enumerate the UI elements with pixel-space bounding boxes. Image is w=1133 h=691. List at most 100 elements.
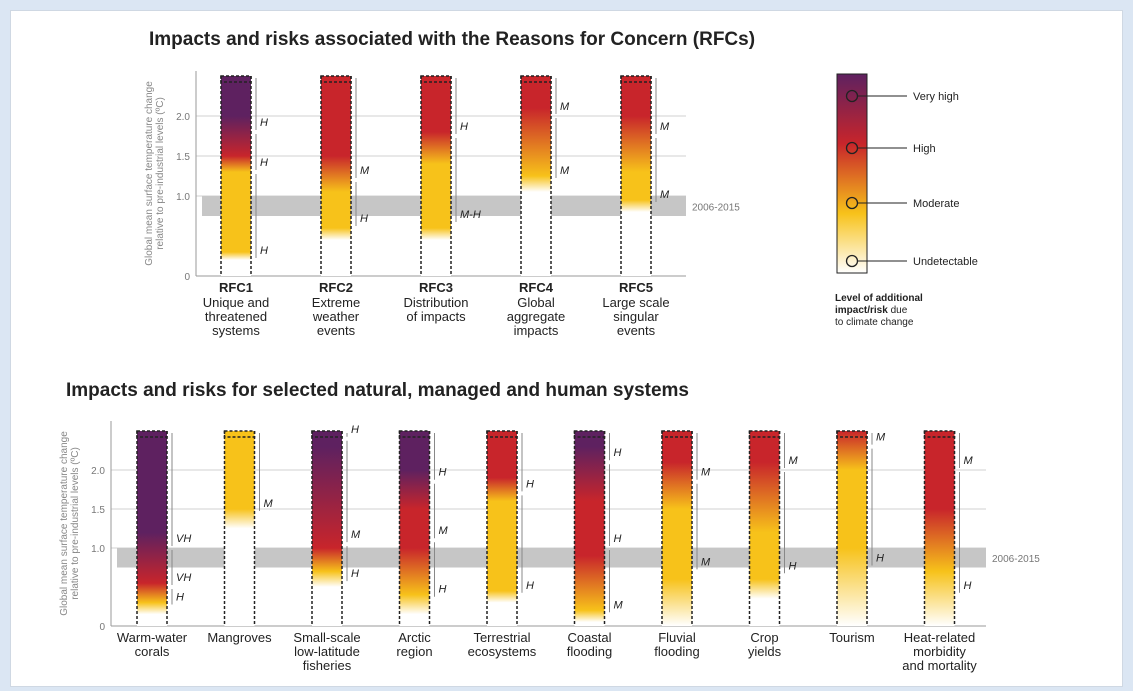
confidence-label: H bbox=[351, 424, 359, 436]
column-label: singular bbox=[613, 309, 659, 324]
y-tick-label: 2.0 bbox=[91, 466, 105, 477]
risk-bar bbox=[521, 76, 551, 276]
column-label: fisheries bbox=[303, 658, 352, 673]
column-label: events bbox=[317, 323, 356, 338]
column-label: Fluvial bbox=[658, 630, 696, 645]
band-label: 2006-2015 bbox=[992, 554, 1040, 565]
confidence-label: M-H bbox=[460, 209, 481, 221]
column-label: events bbox=[617, 323, 656, 338]
column-label: Coastal bbox=[567, 630, 611, 645]
confidence-label: H bbox=[260, 117, 268, 129]
column-id: RFC2 bbox=[319, 280, 353, 295]
confidence-label: M bbox=[264, 498, 274, 510]
confidence-label: M bbox=[560, 165, 570, 177]
column-id: RFC1 bbox=[219, 280, 253, 295]
column-label: Extreme bbox=[312, 295, 360, 310]
column-label: weather bbox=[312, 309, 360, 324]
column-label: aggregate bbox=[507, 309, 566, 324]
confidence-label: H bbox=[526, 478, 534, 490]
confidence-label: H bbox=[614, 533, 622, 545]
risk-bar bbox=[137, 431, 167, 626]
column-label: Small-scale bbox=[293, 630, 360, 645]
confidence-label: M bbox=[660, 189, 670, 201]
risk-bar bbox=[224, 431, 255, 626]
risk-bar bbox=[749, 431, 780, 626]
risk-bar bbox=[574, 431, 605, 626]
column-label: Crop bbox=[750, 630, 778, 645]
confidence-label: M bbox=[560, 101, 570, 113]
band-label: 2006-2015 bbox=[692, 202, 740, 213]
column-label: low-latitude bbox=[294, 644, 360, 659]
top-section-title: Impacts and risks associated with the Re… bbox=[149, 29, 755, 50]
risk-bar bbox=[399, 431, 430, 626]
risk-bar bbox=[487, 431, 517, 626]
figure-panel: Impacts and risks associated with the Re… bbox=[10, 10, 1123, 687]
confidence-label: H bbox=[460, 121, 468, 133]
confidence-label: H bbox=[439, 584, 447, 596]
confidence-label: M bbox=[660, 121, 670, 133]
risk-figure: Impacts and risks associated with the Re… bbox=[59, 29, 1040, 673]
confidence-label: H bbox=[964, 580, 972, 592]
legend-gradient-bar bbox=[836, 73, 868, 274]
y-axis-title: Global mean surface temperature changere… bbox=[59, 431, 81, 616]
confidence-label: H bbox=[614, 447, 622, 459]
legend-label-moderate: Moderate bbox=[913, 198, 959, 210]
risk-bar bbox=[662, 431, 692, 626]
risk-bar bbox=[621, 76, 651, 276]
column-label: morbidity bbox=[913, 644, 966, 659]
column-id: RFC3 bbox=[419, 280, 453, 295]
bottom-section-title: Impacts and risks for selected natural, … bbox=[66, 380, 689, 401]
column-label: Mangroves bbox=[207, 630, 272, 645]
legend-label-very-high: Very high bbox=[913, 91, 959, 103]
confidence-label: H bbox=[351, 568, 359, 580]
column-label: Distribution bbox=[403, 295, 468, 310]
risk-bar bbox=[312, 431, 342, 626]
confidence-label: H bbox=[360, 213, 368, 225]
risk-legend: Very high High Moderate Undetectable Level o… bbox=[835, 73, 978, 328]
column-label: ecosystems bbox=[468, 644, 537, 659]
confidence-label: H bbox=[789, 560, 797, 572]
confidence-label: M bbox=[360, 165, 370, 177]
column-label: flooding bbox=[567, 644, 613, 659]
legend-label-high: High bbox=[913, 143, 936, 155]
column-label: region bbox=[396, 644, 432, 659]
confidence-label: H bbox=[439, 467, 447, 479]
risk-bar bbox=[321, 76, 351, 276]
y-tick-label: 1.0 bbox=[176, 192, 190, 203]
confidence-label: H bbox=[526, 580, 534, 592]
rfc-chart: Global mean surface temperature changere… bbox=[144, 71, 740, 338]
column-label: of impacts bbox=[406, 309, 466, 324]
column-id: RFC4 bbox=[519, 280, 554, 295]
confidence-label: M bbox=[789, 455, 799, 467]
confidence-label: M bbox=[351, 529, 361, 541]
column-id: RFC5 bbox=[619, 280, 653, 295]
column-label: impacts bbox=[514, 323, 559, 338]
confidence-label: M bbox=[876, 432, 886, 444]
y-axis-title: Global mean surface temperature changere… bbox=[144, 81, 166, 266]
column-label: Global bbox=[517, 295, 555, 310]
risk-bar bbox=[837, 431, 867, 626]
column-label: Heat-related bbox=[904, 630, 976, 645]
confidence-label: M bbox=[701, 556, 711, 568]
confidence-label: M bbox=[614, 599, 624, 611]
column-label: Warm-water bbox=[117, 630, 188, 645]
y-tick-label: 2.0 bbox=[176, 112, 190, 123]
confidence-label: H bbox=[260, 157, 268, 169]
confidence-label: M bbox=[701, 467, 711, 479]
risk-bar bbox=[221, 76, 251, 276]
column-label: flooding bbox=[654, 644, 700, 659]
legend-caption-line1: Level of additional bbox=[835, 293, 923, 304]
legend-caption-line3: to climate change bbox=[835, 317, 914, 328]
column-label: yields bbox=[748, 644, 782, 659]
y-tick-label: 1.0 bbox=[91, 544, 105, 555]
column-label: and mortality bbox=[902, 658, 977, 673]
confidence-label: M bbox=[964, 455, 974, 467]
confidence-label: M bbox=[439, 525, 449, 537]
y-tick-label: 0 bbox=[184, 272, 190, 283]
column-label: Tourism bbox=[829, 630, 875, 645]
risk-bar bbox=[421, 76, 451, 276]
column-label: threatened bbox=[205, 309, 267, 324]
column-label: Arctic bbox=[398, 630, 431, 645]
legend-caption-line2: impact/risk due bbox=[835, 305, 908, 316]
confidence-label: H bbox=[260, 245, 268, 257]
